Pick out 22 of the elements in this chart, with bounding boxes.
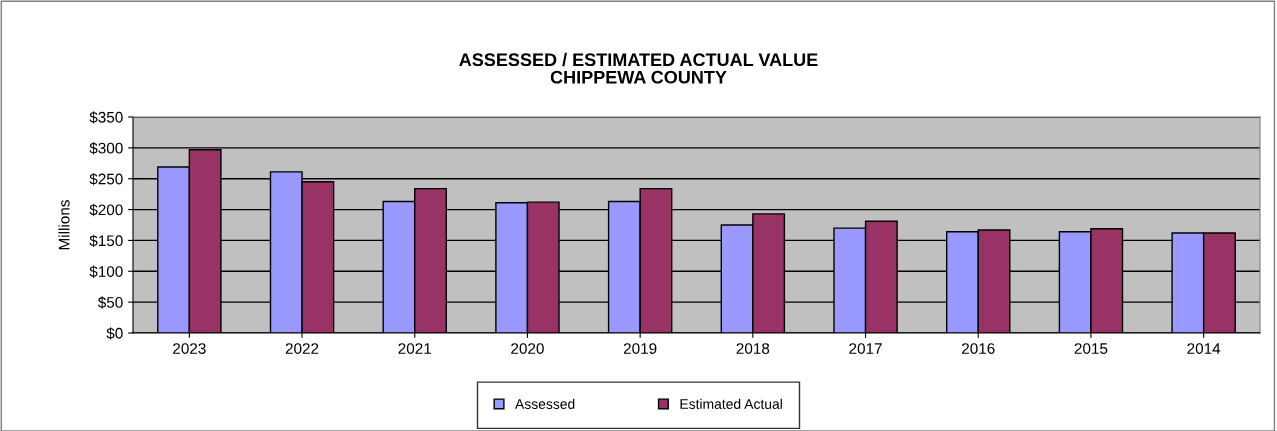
y-tick-label: $250	[89, 172, 123, 186]
y-tick-label: $100	[89, 265, 123, 278]
legend-label: Estimated Actual	[680, 398, 782, 409]
y-tick-label: $200	[89, 203, 123, 217]
x-tick-label: 2023	[173, 343, 206, 354]
y-tick-label: $150	[89, 234, 123, 248]
y-tick-label: $0	[106, 327, 123, 340]
x-tick-label: 2016	[962, 343, 995, 354]
chart-title: ASSESSED / ESTIMATED ACTUAL VALUE CHIPPEWA COUNTY	[459, 52, 818, 84]
y-tick-label: $350	[89, 111, 123, 124]
x-tick-label: 2022	[285, 343, 319, 354]
legend-label: Assessed	[515, 398, 575, 409]
x-tick-label: 2020	[511, 343, 544, 354]
y-tick-label: $50	[97, 296, 123, 309]
x-tick-label: 2017	[849, 343, 882, 354]
x-tick-label: 2015	[1074, 343, 1108, 354]
x-tick-label: 2018	[736, 343, 770, 354]
y-axis-title: Millions	[58, 200, 70, 250]
x-tick-label: 2014	[1187, 343, 1221, 354]
y-tick-label: $300	[89, 142, 123, 155]
x-tick-label: 2021	[398, 343, 431, 354]
x-tick-label: 2019	[623, 343, 657, 354]
